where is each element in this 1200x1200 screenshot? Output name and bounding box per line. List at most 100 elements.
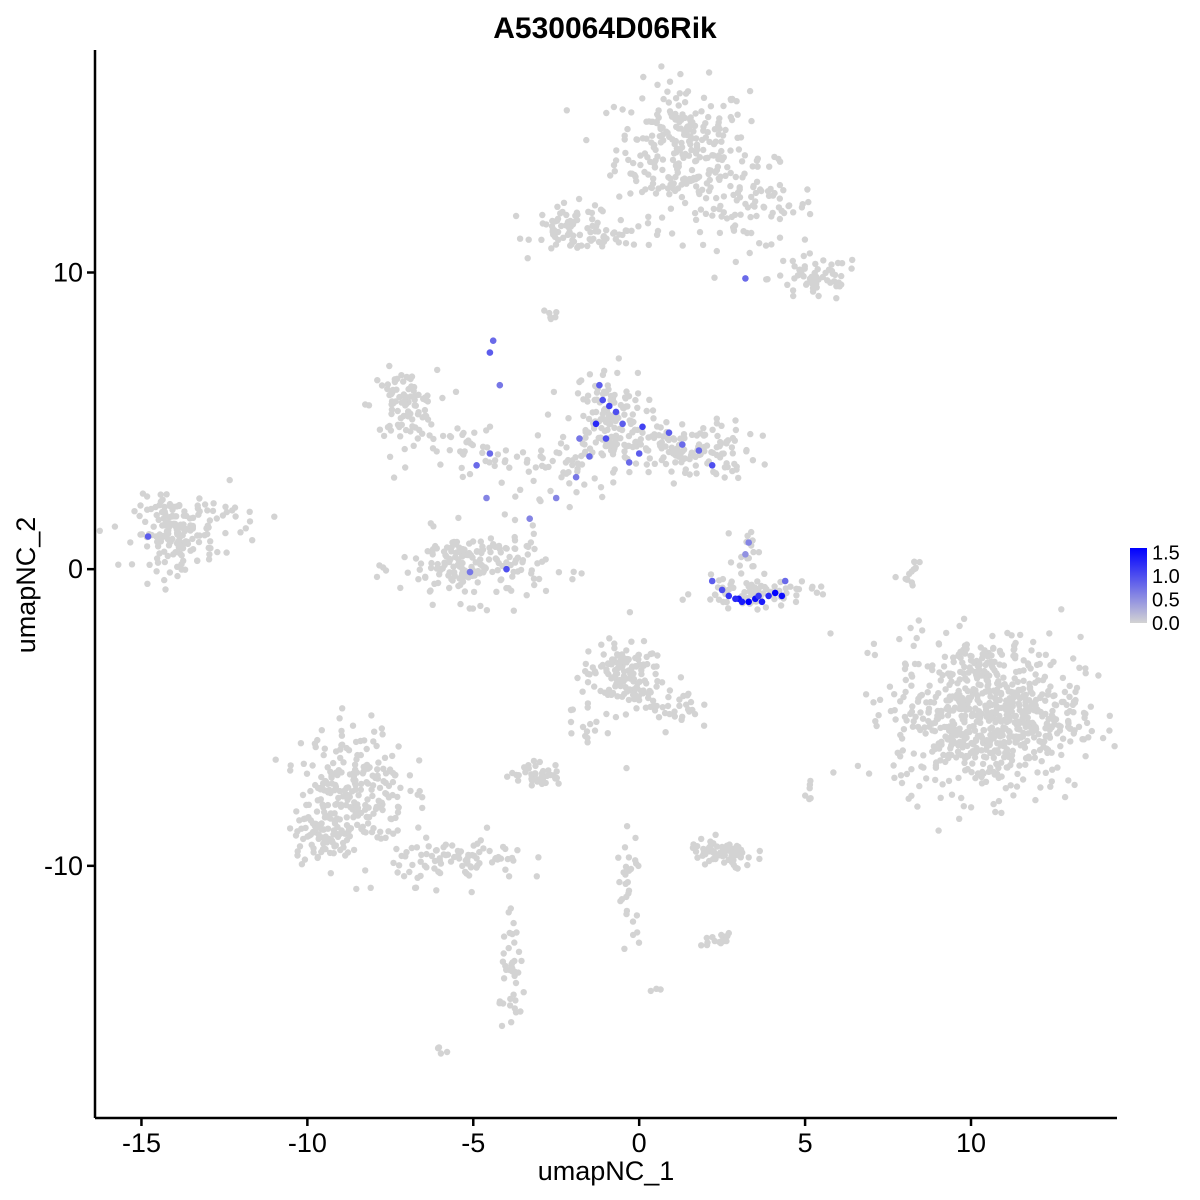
cell-point	[1003, 699, 1011, 706]
cell-point	[249, 537, 256, 544]
cell-point	[459, 578, 467, 585]
cell-point	[603, 668, 610, 675]
cell-point	[313, 808, 321, 815]
legend-tick-label: 1.0	[1152, 566, 1180, 588]
cell-point	[965, 752, 972, 760]
cell-point	[357, 786, 364, 793]
cell-point	[969, 723, 977, 730]
cell-point	[964, 697, 972, 704]
cell-point	[402, 464, 409, 471]
cell-point	[622, 240, 630, 247]
cell-point	[935, 827, 942, 834]
cell-point	[338, 727, 345, 735]
cell-point	[990, 748, 998, 755]
cell-point	[1017, 631, 1024, 639]
cell-point	[597, 687, 604, 695]
cell-point	[610, 479, 617, 486]
cell-point	[530, 477, 537, 485]
cell-point	[610, 103, 618, 111]
cell-point	[780, 209, 788, 217]
cell-point	[632, 396, 639, 404]
cell-point	[614, 369, 621, 377]
cell-point	[326, 849, 334, 857]
cell-point	[242, 525, 249, 532]
cell-point	[388, 401, 395, 408]
cell-point	[980, 727, 988, 734]
cell-point	[692, 135, 700, 142]
cell-point	[506, 1002, 514, 1009]
cell-point	[715, 577, 723, 584]
cell-point	[358, 780, 365, 788]
cell-point	[531, 545, 538, 553]
cell-point	[623, 823, 631, 830]
x-axis-ticks: -15 -10 -5 0 5 10	[122, 1118, 986, 1158]
cell-point	[1003, 684, 1011, 691]
cell-point	[486, 459, 493, 466]
cell-point	[803, 280, 811, 287]
cell-point	[395, 862, 403, 869]
cell-point	[321, 745, 328, 752]
cell-point	[727, 95, 734, 103]
cell-point	[625, 656, 632, 663]
cell-point	[762, 242, 770, 249]
cell-point	[746, 87, 754, 95]
cell-point	[937, 794, 944, 801]
cell-point	[621, 690, 628, 697]
cell-point	[195, 538, 203, 546]
cell-point	[507, 995, 514, 1003]
cell-point	[582, 668, 589, 675]
cell-point	[412, 402, 419, 409]
cell-point	[622, 871, 629, 878]
cell-point	[876, 696, 884, 703]
y-tick-label: 10	[53, 258, 83, 288]
cell-point	[701, 861, 709, 868]
cell-point	[1000, 738, 1008, 746]
cell-point	[789, 287, 797, 294]
cell-point	[709, 934, 716, 941]
cell-point	[1032, 696, 1040, 704]
cell-point	[552, 762, 559, 769]
cell-point	[956, 676, 963, 683]
cell-point	[508, 1019, 515, 1026]
cell-point	[732, 426, 740, 434]
cell-point	[1005, 738, 1013, 746]
cell-point	[161, 576, 168, 584]
cell-point	[373, 742, 380, 750]
cell-point	[611, 645, 618, 652]
cell-point	[414, 435, 421, 442]
cell-point	[777, 602, 785, 609]
cell-point	[668, 230, 676, 237]
cell-point	[672, 116, 679, 123]
cell-point	[694, 146, 701, 153]
cell-point	[998, 773, 1005, 780]
cell-point	[331, 818, 338, 825]
cell-point	[340, 759, 347, 766]
cell-point	[677, 674, 685, 681]
cell-point	[633, 705, 640, 712]
cell-point	[754, 155, 761, 162]
expressing-cell-point	[552, 494, 560, 502]
y-axis-label: umapNC_2	[11, 517, 41, 654]
cell-point	[1065, 777, 1072, 784]
cell-point	[142, 518, 149, 525]
cell-point	[174, 531, 181, 538]
cell-point	[374, 834, 381, 841]
cell-point	[705, 170, 712, 178]
cell-point	[352, 786, 359, 793]
cell-point	[982, 778, 990, 785]
legend-color-bar	[1130, 548, 1147, 623]
cell-point	[624, 879, 631, 886]
cell-point	[617, 216, 624, 224]
cell-point	[694, 173, 701, 181]
cell-point	[621, 441, 628, 448]
cell-point	[732, 258, 739, 266]
cell-point	[681, 114, 689, 122]
cell-point	[1059, 735, 1067, 742]
cell-point	[424, 398, 431, 405]
cell-point	[1028, 729, 1036, 736]
expressing-cell-point	[742, 275, 749, 282]
cell-point	[808, 585, 816, 592]
cell-point	[470, 842, 477, 849]
cell-point	[622, 454, 629, 461]
cell-point	[394, 407, 401, 415]
